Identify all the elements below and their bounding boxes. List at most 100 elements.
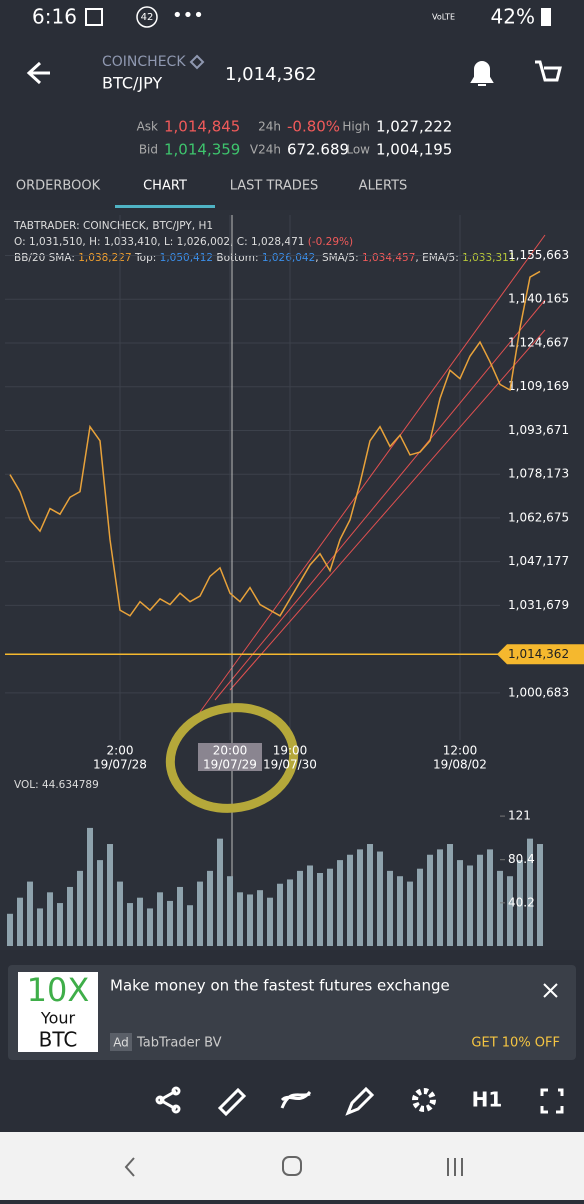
exchange: COINCHECK — [102, 54, 186, 70]
nav-bg — [0, 1132, 584, 1200]
volume-bar — [327, 868, 333, 946]
volume-bar — [287, 879, 293, 946]
bb-top: 1,050,412 — [160, 252, 213, 264]
tab[interactable]: LAST TRADES — [230, 179, 319, 194]
bb-sma: 1,038,227 — [78, 252, 131, 264]
ruler-button[interactable] — [217, 1087, 247, 1117]
sma: 1,034,457 — [362, 252, 415, 264]
badge-ring — [136, 6, 158, 28]
fullscreen-button[interactable] — [540, 1088, 564, 1114]
volume-bar — [97, 860, 103, 946]
volume-bar — [387, 870, 393, 946]
volume-bar — [487, 849, 493, 946]
x-tick-time: 2:00 — [107, 744, 134, 758]
volume-bar — [457, 860, 463, 946]
volume-bar — [507, 876, 513, 946]
volume-bar — [167, 900, 173, 946]
high-label: High — [342, 120, 370, 134]
y-tick-label: 1,047,177 — [508, 554, 569, 568]
indicator-button[interactable] — [280, 1090, 312, 1109]
share-button[interactable] — [155, 1086, 181, 1114]
status-badge: 42 — [141, 12, 154, 23]
settings-button[interactable] — [412, 1088, 436, 1112]
y-tick-label: 1,109,169 — [508, 379, 569, 393]
annotation-circle — [165, 703, 299, 813]
nav-home[interactable] — [282, 1156, 302, 1176]
tab-active[interactable]: CHART — [143, 179, 187, 194]
volume-bar — [467, 865, 473, 946]
volume-bar — [77, 870, 83, 946]
volume-bar — [147, 908, 153, 946]
low-label: Low — [346, 143, 370, 157]
bb-bottom: 1,026,042 — [262, 252, 315, 264]
timeframe-button[interactable]: H1 — [472, 1088, 503, 1112]
change: -0.80% — [287, 118, 340, 136]
volume-bar — [417, 868, 423, 946]
exchange-icon — [189, 54, 205, 70]
tab-indicator — [115, 205, 215, 208]
x-tick-time: 20:00 — [213, 744, 248, 758]
volume-bar — [127, 903, 133, 946]
cart-button[interactable] — [535, 60, 562, 82]
tab[interactable]: ORDERBOOK — [16, 179, 101, 194]
volume-bar — [337, 860, 343, 946]
ad-cta[interactable]: GET 10% OFF — [471, 1036, 560, 1051]
volume-bar — [437, 849, 443, 946]
x-tick-date: 19/07/28 — [93, 758, 147, 772]
volume-bar — [307, 865, 313, 946]
ad-close[interactable] — [543, 983, 558, 998]
volume-bar — [497, 870, 503, 946]
volume-bar — [227, 876, 233, 946]
y-tick-label: 1,124,667 — [508, 335, 569, 349]
x-tick-date: 19/08/02 — [433, 758, 487, 772]
volume-bar — [297, 870, 303, 946]
back-button[interactable] — [26, 61, 50, 85]
top-label: Top: — [132, 252, 160, 264]
volume-bar — [17, 897, 23, 946]
header-price: 1,014,362 — [225, 64, 317, 85]
y-tick-label: 1,140,165 — [508, 292, 569, 306]
nav-back[interactable] — [124, 1157, 135, 1177]
volume-bar — [157, 892, 163, 946]
ad-badge-bg — [110, 1033, 132, 1051]
volume-bar — [357, 849, 363, 946]
volume-bar — [427, 854, 433, 946]
volume-bar — [267, 897, 273, 946]
y-tick-label: 1,031,679 — [508, 598, 569, 612]
volume-bar — [277, 883, 283, 946]
price-line — [9, 270, 541, 617]
x-tick-time: 12:00 — [443, 744, 478, 758]
chart-indicators: BB/20 SMA: 1,038,227 Top: 1,050,412 Bott… — [14, 252, 516, 264]
x-tick-date: 19/07/30 — [263, 758, 317, 772]
change-label: 24h — [258, 120, 281, 134]
sma-label: , SMA/5: — [315, 252, 362, 264]
volume-bar — [517, 860, 523, 946]
ad-advertiser: TabTrader BV — [136, 1036, 222, 1051]
ad-text: Make money on the fastest futures exchan… — [110, 977, 450, 995]
ohlc-change: (-0.29%) — [308, 236, 353, 248]
volume-bar — [47, 892, 53, 946]
volume-bar — [117, 881, 123, 946]
x-tick-highlight — [198, 743, 262, 771]
icon-gallery — [85, 8, 103, 26]
volume-bar — [347, 854, 353, 946]
y-tick-label: 1,078,173 — [508, 467, 569, 481]
alert-button[interactable] — [470, 61, 494, 86]
volume-bar — [367, 844, 373, 946]
volume-bar — [527, 838, 533, 946]
bid: 1,014,359 — [164, 141, 240, 159]
ad-card[interactable] — [8, 965, 576, 1060]
draw-button[interactable] — [345, 1086, 375, 1116]
volume-bar — [187, 905, 193, 946]
volume-label: VOL: 44.634789 — [14, 779, 99, 791]
volume-tick-label: 121 — [508, 809, 531, 823]
ad-badge: Ad — [113, 1036, 129, 1050]
tab[interactable]: ALERTS — [359, 179, 408, 194]
volume-bar — [57, 903, 63, 946]
y-tick-label: 1,093,671 — [508, 423, 569, 437]
nav-recents[interactable] — [447, 1158, 463, 1176]
volume-bar — [257, 890, 263, 946]
volume-bar — [377, 851, 383, 946]
bottom-label: Bottom: — [213, 252, 262, 264]
